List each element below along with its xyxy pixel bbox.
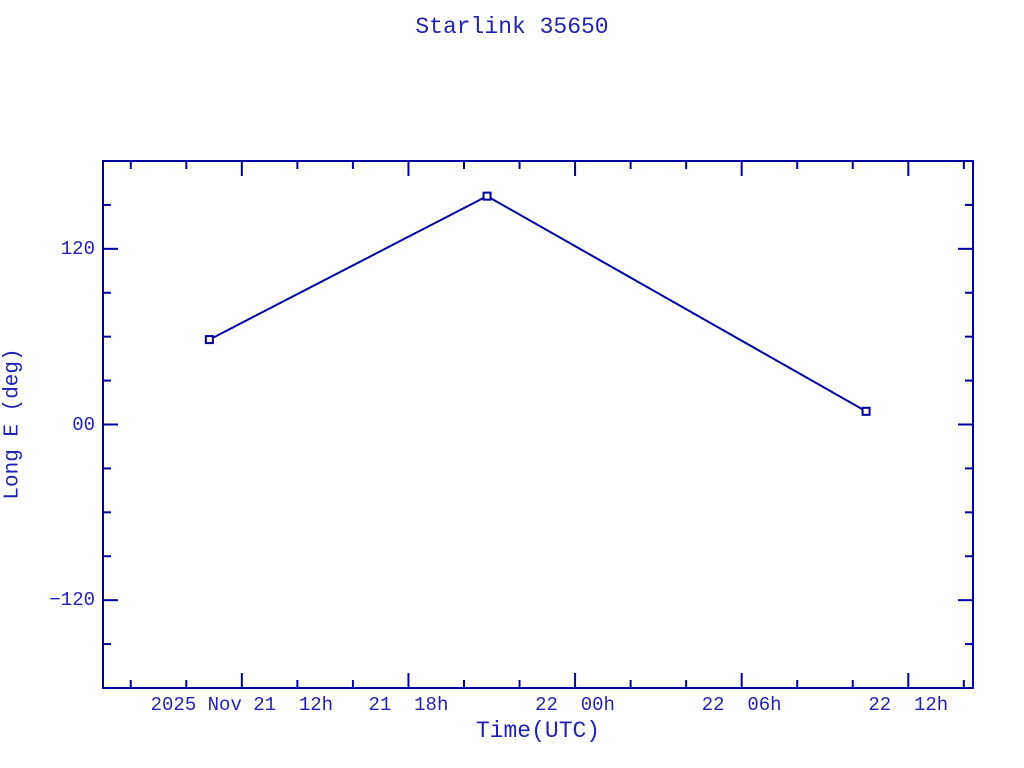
x-tick-label: 22 06h [701,694,782,716]
plot-frame [102,160,974,689]
x-tick-label: 22 12h [868,694,949,716]
data-point-marker [861,406,871,416]
x-axis-title: Time(UTC) [475,718,601,744]
y-axis-title: Long E (deg) [1,348,25,500]
y-tick-label: −120 [49,589,95,612]
x-tick-label: 22 00h [535,694,615,716]
x-tick-label: 2025 Nov 21 12h [150,694,334,716]
data-line [208,194,867,413]
x-tick-label: 21 18h [368,694,449,716]
y-tick-label: 120 [60,237,95,260]
chart-title: Starlink 35650 [415,14,609,40]
y-tick-label: 00 [72,413,95,436]
data-point-marker [482,191,492,201]
data-point-marker [204,335,214,345]
